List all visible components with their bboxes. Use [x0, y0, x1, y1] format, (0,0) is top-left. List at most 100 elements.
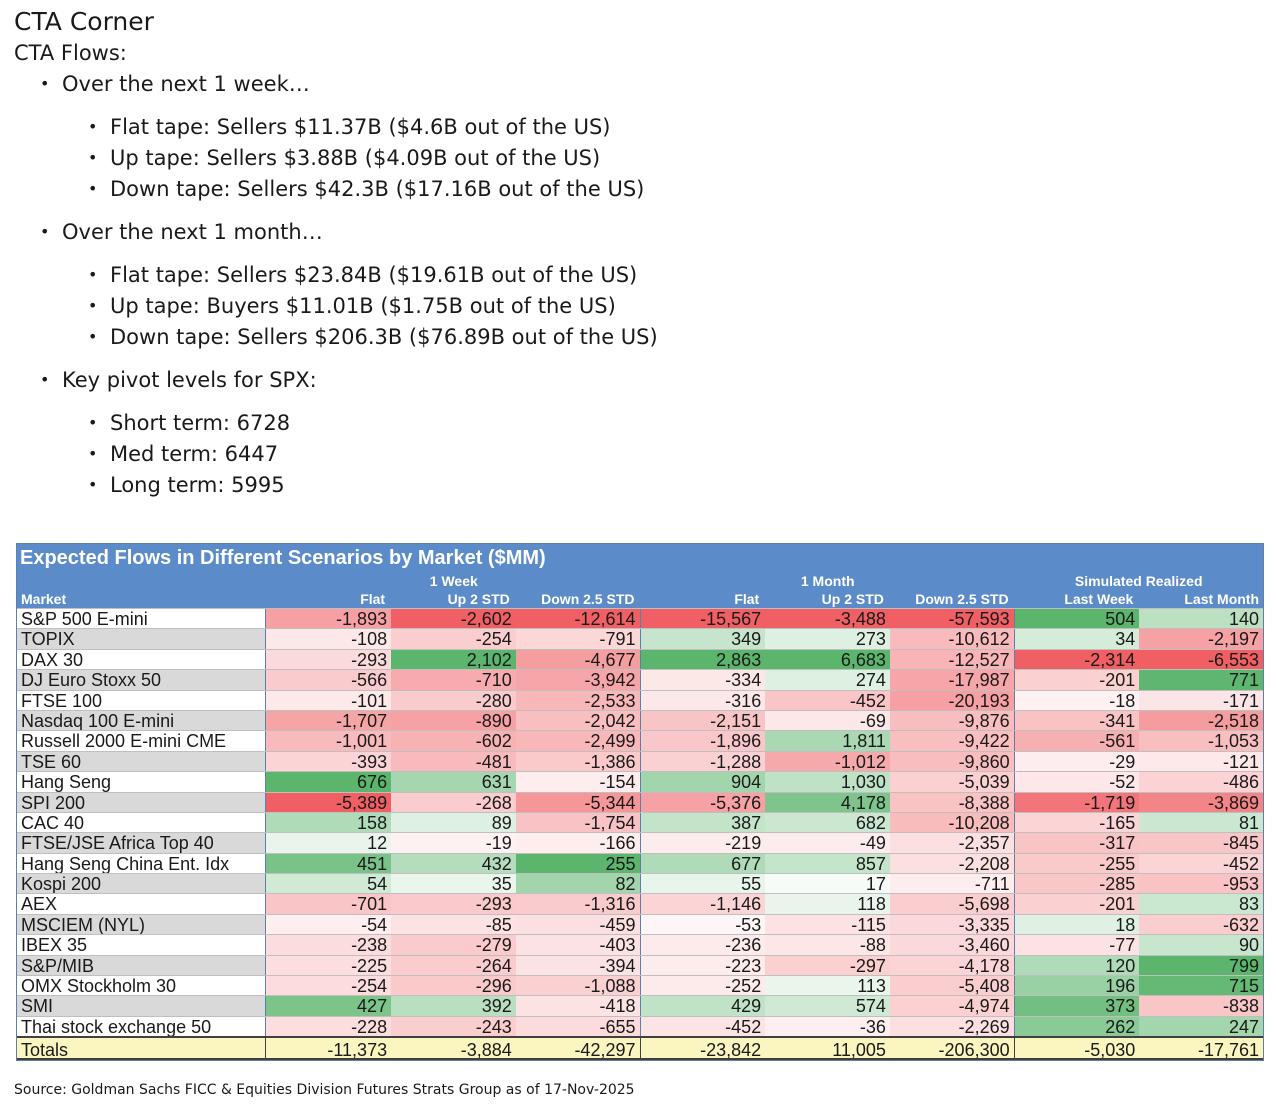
- value-cell: -393: [266, 751, 392, 772]
- table-row: CAC 40 158 89 -1,754 387 682 -10,208 -165 81: [17, 811, 1264, 833]
- column-header-month-up: Up 2 STD: [821, 591, 884, 607]
- value-cell: -115: [765, 914, 890, 935]
- table-row: SPI 200 -5,389 -268 -5,344 -5,376 4,178 -8,388…: [17, 791, 1264, 812]
- bullet-icon: •: [88, 117, 98, 136]
- value-cell: -52: [1014, 772, 1140, 792]
- value-cell: -1,754: [515, 812, 641, 833]
- table-row: Thai stock exchange 50 -228 -243 -655 -452 -3…: [17, 1015, 1264, 1037]
- value-cell: -632: [1139, 914, 1264, 935]
- list-item-text: Down tape: Sellers $42.3B ($17.16B out o…: [110, 177, 645, 201]
- value-cell: -838: [1139, 996, 1264, 1016]
- value-cell: -1,001: [266, 731, 392, 751]
- list-item-text: Long term: 5995: [110, 473, 285, 497]
- value-cell: 2,863: [640, 649, 766, 670]
- table-row: Kospi 200 54 35 82 55 17 -711 -285 -953: [17, 873, 1264, 894]
- flows-table: Expected Flows in Different Scenarios by…: [16, 543, 1264, 1062]
- value-cell: -3,869: [1139, 792, 1264, 812]
- value-cell: 262: [1014, 1016, 1140, 1037]
- value-cell: 89: [391, 812, 516, 833]
- total-cell: -206,300: [890, 1038, 1015, 1060]
- market-name: IBEX 35: [17, 935, 267, 955]
- value-cell: 90: [1139, 935, 1264, 955]
- value-cell: -254: [266, 976, 392, 996]
- value-cell: -101: [266, 690, 392, 710]
- value-cell: 83: [1139, 894, 1264, 914]
- value-cell: -85: [391, 914, 516, 935]
- value-cell: -2,602: [391, 609, 516, 629]
- value-cell: 120: [1014, 955, 1140, 976]
- list-item: • Med term: 6447: [88, 441, 278, 467]
- value-cell: -316: [640, 690, 766, 710]
- value-cell: 113: [765, 976, 890, 996]
- value-cell: -2,042: [515, 710, 641, 731]
- market-name: OMX Stockholm 30: [17, 976, 267, 996]
- value-cell: 771: [1139, 670, 1264, 690]
- value-cell: -255: [1014, 853, 1140, 874]
- table-row: FTSE 100 -101 -280 -2,533 -316 -452 -20,193 -18…: [17, 689, 1264, 710]
- value-cell: -5,039: [889, 772, 1015, 792]
- list-item-text: Flat tape: Sellers $11.37B ($4.6B out of…: [110, 115, 611, 139]
- value-cell: -5,344: [515, 792, 641, 812]
- market-name: FTSE/JSE Africa Top 40: [17, 833, 267, 853]
- value-cell: -6,553: [1139, 649, 1264, 670]
- value-cell: -236: [640, 935, 766, 955]
- table-row: Hang Seng 676 631 -154 904 1,030 -5,039 -52 -486: [17, 771, 1264, 792]
- value-cell: -228: [266, 1016, 392, 1037]
- value-cell: -254: [391, 629, 516, 649]
- value-cell: 81: [1139, 812, 1264, 833]
- market-name: SMI: [17, 996, 267, 1016]
- value-cell: -1,316: [515, 894, 641, 914]
- value-cell: -566: [266, 670, 392, 690]
- value-cell: -12,527: [889, 649, 1015, 670]
- value-cell: 857: [765, 853, 890, 874]
- value-cell: -845: [1139, 833, 1264, 853]
- value-cell: 676: [266, 772, 392, 792]
- value-cell: 392: [391, 996, 516, 1016]
- value-cell: 82: [515, 874, 641, 894]
- total-cell: -5,030: [1084, 1040, 1136, 1061]
- value-cell: -1,053: [1139, 731, 1264, 751]
- total-cell: -11,373: [327, 1040, 388, 1061]
- value-cell: -9,876: [889, 710, 1015, 731]
- section-label: Over the next 1 month…: [62, 220, 323, 244]
- value-cell: 18: [1014, 914, 1140, 935]
- value-cell: 35: [391, 874, 516, 894]
- table-header: 1 Week 1 Month Simulated Realized Market…: [17, 572, 1263, 608]
- value-cell: -166: [515, 833, 641, 853]
- value-cell: -953: [1139, 874, 1264, 894]
- value-cell: 387: [640, 812, 766, 833]
- value-cell: 17: [765, 874, 890, 894]
- group-header-1-week: 1 Week: [429, 573, 478, 589]
- value-cell: -791: [515, 629, 641, 649]
- value-cell: 2,102: [391, 649, 516, 670]
- list-item-text: Up tape: Buyers $11.01B ($1.75B out of t…: [110, 294, 616, 318]
- value-cell: -4,677: [515, 649, 641, 670]
- value-cell: -452: [640, 1016, 766, 1037]
- value-cell: -18: [1014, 690, 1140, 710]
- value-cell: -10,208: [889, 812, 1015, 833]
- value-cell: -1,288: [640, 751, 766, 772]
- value-cell: -10,612: [889, 629, 1015, 649]
- value-cell: -5,698: [889, 894, 1015, 914]
- value-cell: -154: [515, 772, 641, 792]
- value-cell: -418: [515, 996, 641, 1016]
- source-note: Source: Goldman Sachs FICC & Equities Di…: [14, 1082, 635, 1098]
- value-cell: -5,376: [640, 792, 766, 812]
- bullet-icon: •: [40, 370, 50, 389]
- value-cell: -1,012: [765, 751, 890, 772]
- value-cell: -279: [391, 935, 516, 955]
- table-body: S&P 500 E-mini -1,893 -2,602 -12,614 -15,567…: [17, 608, 1264, 1037]
- value-cell: -15,567: [640, 609, 766, 629]
- value-cell: 631: [391, 772, 516, 792]
- value-cell: -36: [765, 1016, 890, 1037]
- market-name: CAC 40: [17, 812, 267, 833]
- outline-section-week: • Over the next 1 week…: [40, 71, 310, 97]
- value-cell: -452: [1139, 853, 1264, 874]
- column-header-month-flat: Flat: [734, 591, 760, 607]
- market-name: Russell 2000 E-mini CME: [17, 731, 267, 751]
- value-cell: 799: [1139, 955, 1264, 976]
- list-item: • Flat tape: Sellers $11.37B ($4.6B out o…: [88, 114, 611, 140]
- value-cell: 12: [266, 833, 392, 853]
- value-cell: -296: [391, 976, 516, 996]
- value-cell: -54: [266, 914, 392, 935]
